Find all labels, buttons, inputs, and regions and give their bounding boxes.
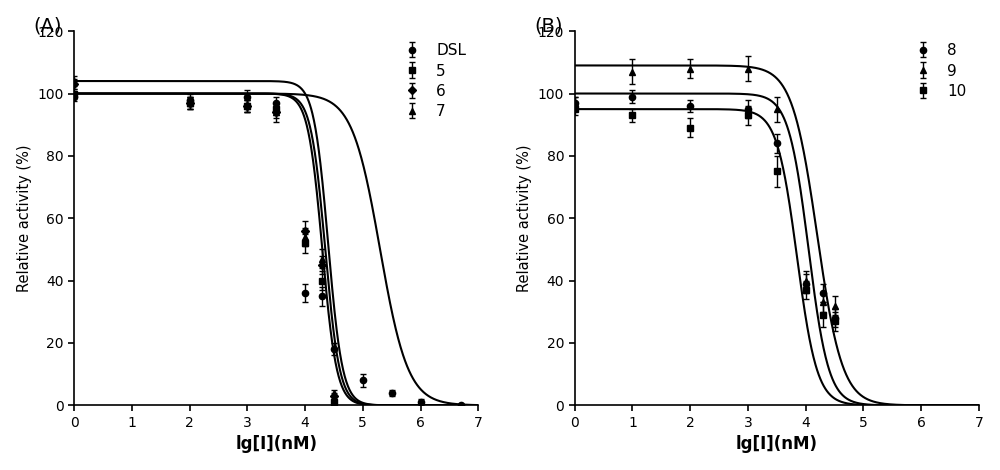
Text: (A): (A) [34,16,62,35]
Legend: 8, 9, 10: 8, 9, 10 [902,39,971,104]
Text: (B): (B) [534,16,563,35]
Y-axis label: Relative activity (%): Relative activity (%) [517,144,532,292]
X-axis label: lg[I](nM): lg[I](nM) [736,435,818,454]
X-axis label: lg[I](nM): lg[I](nM) [235,435,317,454]
Legend: DSL, 5, 6, 7: DSL, 5, 6, 7 [390,39,471,124]
Y-axis label: Relative activity (%): Relative activity (%) [17,144,32,292]
